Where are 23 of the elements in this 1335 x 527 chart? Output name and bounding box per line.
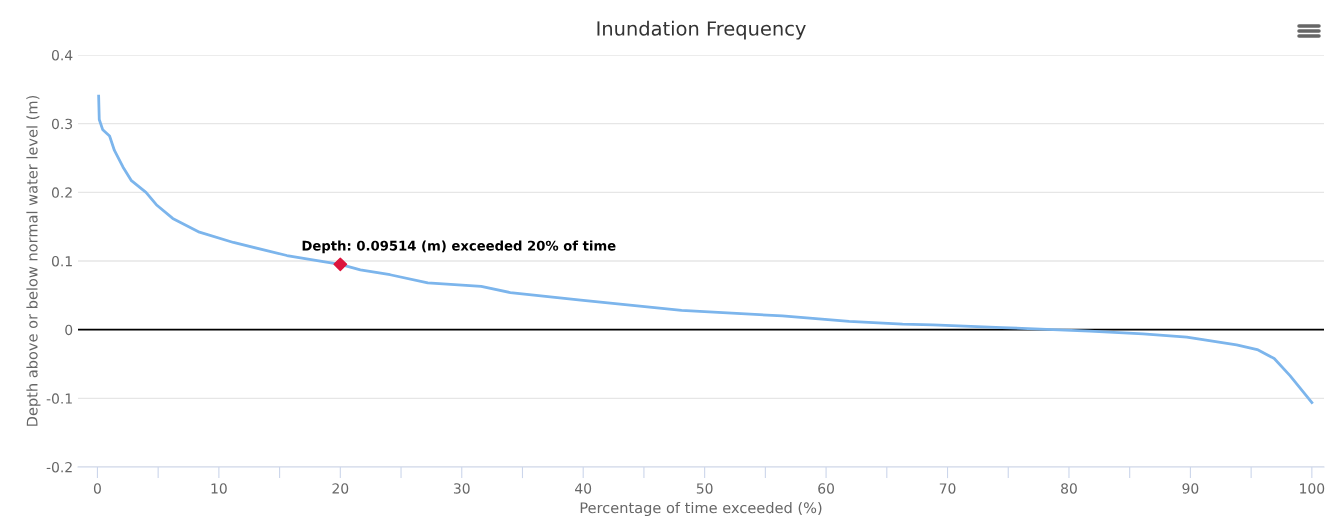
y-tick-label: 0.4 — [51, 49, 73, 61]
x-tick-label: 50 — [696, 483, 713, 494]
x-tick-label: 90 — [1182, 483, 1199, 494]
y-tick-label: -0.2 — [46, 461, 72, 473]
x-tick-label: 80 — [1061, 483, 1077, 494]
y-tick-label: 0.1 — [51, 255, 72, 267]
y-tick-label: -0.1 — [46, 393, 72, 404]
x-tick-label: 30 — [453, 483, 470, 494]
y-tick-label: 0.2 — [51, 187, 72, 198]
y-tick-label: 0.3 — [51, 118, 73, 130]
y-axis-title: Depth above or below normal water level (m) — [26, 95, 41, 426]
line-series — [97, 94, 1314, 404]
x-tick-label: 20 — [332, 483, 349, 494]
x-tick-label: 40 — [575, 483, 592, 494]
annotation: Depth: 0.09514 (m) exceeded 20% of time — [302, 240, 616, 254]
x-tick-label: 60 — [818, 483, 834, 494]
x-tick-label: 100 — [1300, 483, 1325, 494]
chart-title: Inundation Frequency — [597, 20, 806, 40]
x-tick-label: 0 — [93, 483, 101, 494]
x-axis-title: Percentage of time exceeded (%) — [580, 501, 822, 517]
y-tick-label: 0 — [65, 324, 73, 336]
x-tick-label: 70 — [939, 483, 956, 494]
x-tick-label: 10 — [211, 483, 227, 494]
